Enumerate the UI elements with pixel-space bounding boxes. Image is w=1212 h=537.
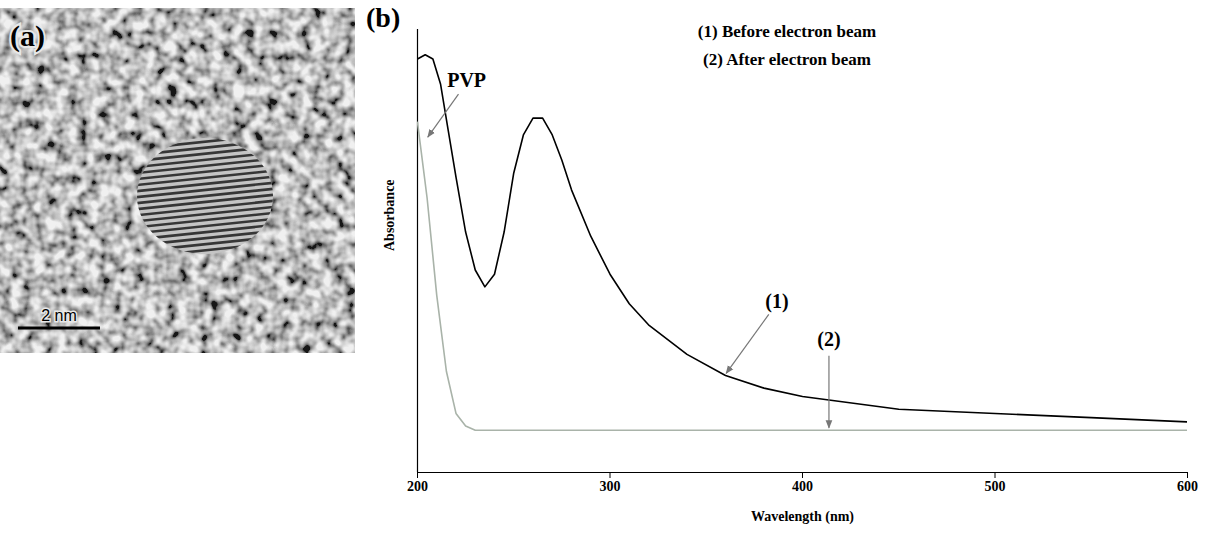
svg-text:(1): (1) [765, 290, 788, 313]
svg-text:(2) After electron beam: (2) After electron beam [703, 50, 871, 69]
svg-text:200: 200 [407, 479, 428, 494]
svg-text:(1) Before electron beam: (1) Before electron beam [698, 22, 876, 41]
svg-text:500: 500 [985, 479, 1006, 494]
html-text:(b): (b) [366, 2, 401, 33]
svg-text:400: 400 [792, 479, 813, 494]
svg-text:300: 300 [600, 479, 621, 494]
svg-text:(a): (a) [10, 19, 45, 53]
svg-text:PVP: PVP [447, 69, 486, 91]
svg-text:(2): (2) [817, 328, 840, 351]
svg-text:Wavelength (nm): Wavelength (nm) [751, 509, 854, 525]
svg-text:2 nm: 2 nm [41, 307, 77, 324]
svg-text:600: 600 [1177, 479, 1198, 494]
svg-text:Absorbance: Absorbance [382, 179, 397, 251]
